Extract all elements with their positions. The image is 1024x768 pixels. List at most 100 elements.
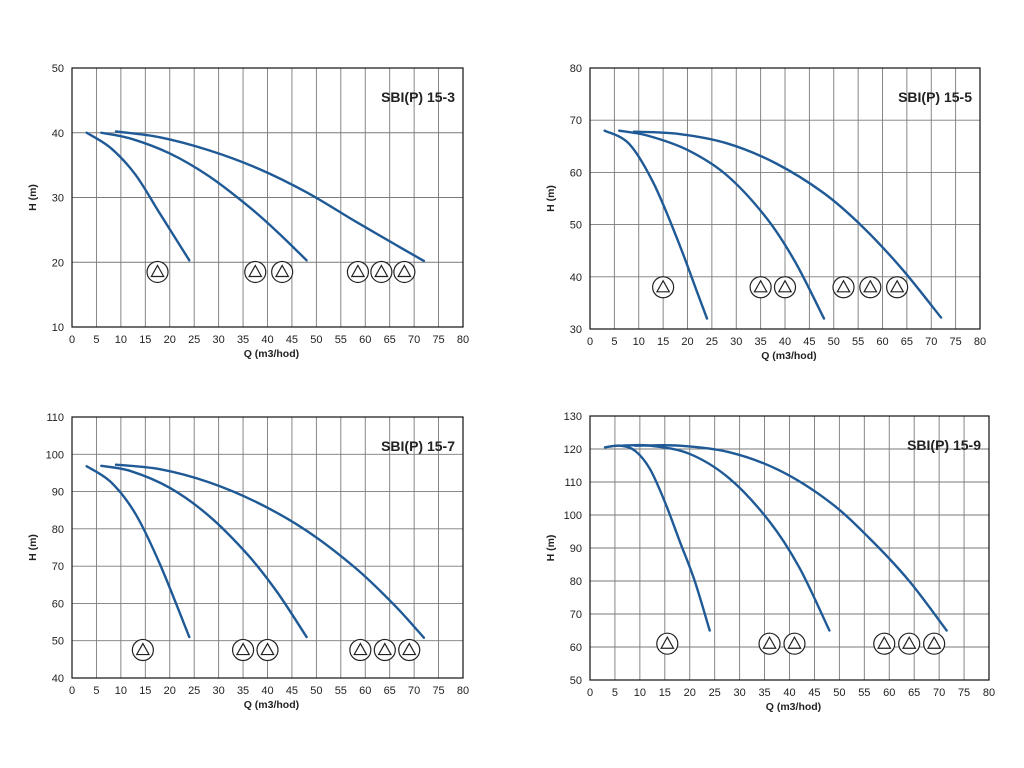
x-tick-label: 65: [384, 334, 396, 346]
x-tick-label: 80: [974, 336, 986, 348]
y-tick-label: 110: [46, 412, 64, 424]
chart-panel: 0 5 10 15 20 25 30 35 40 45 50 55 60 65 70 75 80 30 40 50 60…: [545, 63, 986, 362]
y-tick-label: 90: [570, 543, 582, 555]
x-tick-label: 75: [432, 685, 444, 697]
x-tick-label: 15: [139, 334, 151, 346]
x-tick-label: 30: [730, 336, 742, 348]
x-tick-label: 45: [808, 687, 820, 699]
y-tick-label: 20: [52, 257, 64, 269]
x-tick-label: 75: [950, 336, 962, 348]
series-line: [114, 463, 426, 639]
x-tick-label: 0: [587, 687, 593, 699]
x-tick-label: 60: [359, 685, 371, 697]
circled-triangle-icon: [146, 260, 169, 284]
circled-triangle-icon: [370, 260, 393, 284]
y-axis-title: H (m): [27, 184, 39, 211]
x-tick-label: 25: [188, 685, 200, 697]
x-tick-label: 5: [612, 687, 618, 699]
x-tick-label: 65: [384, 685, 396, 697]
x-tick-label: 60: [876, 336, 888, 348]
circled-triangle-icon: [886, 276, 909, 299]
chart-title: SBI(P) 15-5: [898, 89, 972, 105]
y-tick-label: 50: [570, 675, 582, 687]
y-axis-title: H (m): [27, 534, 39, 561]
circled-triangle-icon: [349, 638, 372, 662]
chart-title: SBI(P) 15-7: [381, 438, 455, 454]
x-tick-label: 35: [237, 685, 249, 697]
series-line: [603, 129, 709, 320]
x-tick-label: 40: [783, 687, 795, 699]
circled-triangle-icon: [244, 260, 267, 284]
series-line: [114, 130, 426, 263]
y-tick-label: 70: [52, 561, 64, 573]
y-tick-label: 40: [52, 673, 64, 685]
y-tick-label: 50: [570, 220, 582, 232]
circled-triangle-icon: [923, 632, 946, 655]
circled-triangle-icon: [859, 276, 882, 299]
x-tick-label: 70: [933, 687, 945, 699]
x-tick-label: 30: [213, 334, 225, 346]
y-tick-label: 70: [570, 609, 582, 621]
x-tick-label: 20: [164, 685, 176, 697]
y-tick-label: 30: [52, 193, 64, 205]
series-line: [85, 131, 191, 262]
circled-triangle-icon: [656, 632, 679, 655]
y-tick-label: 80: [570, 63, 582, 75]
circled-triangle-icon: [832, 276, 855, 299]
x-tick-label: 25: [709, 687, 721, 699]
y-tick-label: 60: [570, 167, 582, 179]
y-tick-label: 50: [52, 636, 64, 648]
x-tick-label: 5: [611, 336, 617, 348]
x-tick-label: 80: [457, 334, 469, 346]
y-tick-label: 80: [570, 576, 582, 588]
x-tick-label: 65: [901, 336, 913, 348]
x-tick-label: 70: [408, 685, 420, 697]
x-tick-label: 10: [115, 685, 127, 697]
chart-panel: 0 5 10 15 20 25 30 35 40 45 50 55 60 65 70 75 80 50 60 70 80…: [545, 411, 995, 713]
y-tick-label: 100: [564, 510, 582, 522]
x-axis-title: Q (m3/hod): [766, 701, 821, 713]
series-line: [618, 129, 826, 320]
x-tick-label: 50: [310, 685, 322, 697]
x-tick-label: 0: [69, 334, 75, 346]
circled-triangle-icon: [773, 276, 797, 299]
y-tick-label: 50: [52, 63, 64, 75]
x-tick-label: 55: [335, 685, 347, 697]
y-tick-label: 40: [52, 128, 64, 140]
y-tick-label: 130: [564, 411, 582, 423]
y-tick-label: 70: [570, 115, 582, 127]
series-line: [633, 444, 948, 632]
x-tick-label: 60: [883, 687, 895, 699]
x-tick-label: 40: [261, 685, 273, 697]
x-tick-label: 40: [261, 334, 273, 346]
x-axis-title: Q (m3/hod): [761, 350, 816, 362]
x-tick-label: 50: [310, 334, 322, 346]
chart-title: SBI(P) 15-3: [381, 89, 455, 105]
y-tick-label: 30: [570, 324, 582, 336]
series-line: [85, 465, 191, 639]
x-tick-label: 20: [164, 334, 176, 346]
x-tick-label: 0: [69, 685, 75, 697]
plot-frame: [71, 416, 464, 679]
x-axis-title: Q (m3/hod): [244, 699, 299, 711]
x-tick-label: 40: [779, 336, 791, 348]
x-tick-label: 15: [139, 685, 151, 697]
y-tick-label: 110: [564, 477, 582, 489]
plot-frame: [71, 67, 464, 328]
x-axis-title: Q (m3/hod): [244, 348, 299, 360]
x-tick-label: 65: [908, 687, 920, 699]
x-tick-label: 35: [237, 334, 249, 346]
circled-triangle-icon: [271, 260, 294, 284]
x-tick-label: 10: [115, 334, 127, 346]
chart-title: SBI(P) 15-9: [907, 437, 981, 453]
y-axis-title: H (m): [545, 535, 557, 562]
x-tick-label: 50: [828, 336, 840, 348]
circled-triangle-icon: [873, 632, 896, 655]
plot-frame: [589, 415, 990, 681]
x-tick-label: 20: [684, 687, 696, 699]
x-tick-label: 45: [286, 334, 298, 346]
series-line: [632, 130, 943, 319]
y-tick-label: 60: [570, 642, 582, 654]
x-tick-label: 45: [803, 336, 815, 348]
